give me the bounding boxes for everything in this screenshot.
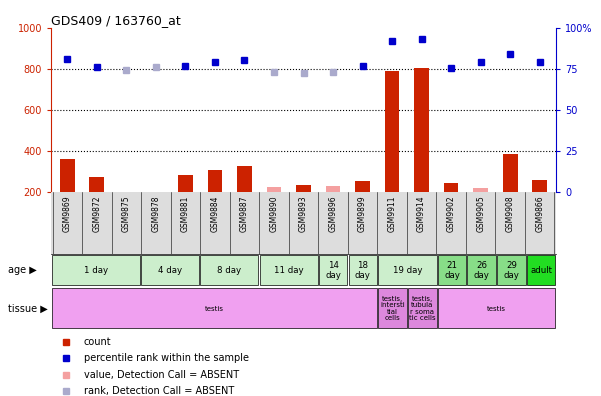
Bar [503,154,517,192]
Bar [207,170,222,192]
Text: 26
day: 26 day [474,261,490,280]
Bar [326,186,340,192]
Text: count: count [84,337,112,346]
Text: GSM9866: GSM9866 [535,195,544,232]
Text: GSM9902: GSM9902 [447,195,456,232]
Text: GDS409 / 163760_at: GDS409 / 163760_at [51,13,181,27]
Bar [385,71,400,192]
Bar [414,68,429,192]
Text: GSM9890: GSM9890 [269,195,278,232]
Bar [355,181,370,192]
Bar [532,180,547,192]
Text: rank, Detection Call = ABSENT: rank, Detection Call = ABSENT [84,386,234,396]
Bar [408,288,436,328]
Text: GSM9893: GSM9893 [299,195,308,232]
Bar [267,187,281,192]
Bar [296,185,311,192]
Bar [379,288,407,328]
Text: GSM9896: GSM9896 [329,195,338,232]
Text: tissue ▶: tissue ▶ [8,304,48,314]
Bar [237,166,252,192]
Bar [200,255,258,285]
Bar [444,183,459,192]
Bar [52,255,139,285]
Text: testis,
tubula
r soma
tic cells: testis, tubula r soma tic cells [409,296,436,322]
Bar [527,255,555,285]
Text: value, Detection Call = ABSENT: value, Detection Call = ABSENT [84,370,239,380]
Text: adult: adult [530,266,552,275]
Bar [178,175,193,192]
Bar [473,188,488,192]
Bar [148,192,163,193]
Bar [119,192,134,193]
Bar [260,255,318,285]
Text: 8 day: 8 day [217,266,242,275]
Text: GSM9914: GSM9914 [417,195,426,232]
Text: 19 day: 19 day [392,266,422,275]
Text: GSM9872: GSM9872 [93,195,102,232]
Text: GSM9869: GSM9869 [63,195,72,232]
Text: GSM9878: GSM9878 [151,195,160,232]
Text: GSM9887: GSM9887 [240,195,249,232]
Text: GSM9899: GSM9899 [358,195,367,232]
Bar [319,255,347,285]
Bar [60,160,75,192]
Text: 1 day: 1 day [84,266,108,275]
Text: age ▶: age ▶ [8,265,37,275]
Text: 29
day: 29 day [504,261,519,280]
Bar [379,255,436,285]
Text: 11 day: 11 day [274,266,304,275]
Text: testis,
intersti
tial
cells: testis, intersti tial cells [380,296,405,322]
Bar [468,255,496,285]
Text: 4 day: 4 day [158,266,182,275]
Bar [497,255,526,285]
Text: 14
day: 14 day [325,261,341,280]
Text: GSM9911: GSM9911 [388,195,397,232]
Bar [438,255,466,285]
Bar [141,255,199,285]
Text: GSM9881: GSM9881 [181,195,190,232]
Text: testis: testis [205,306,224,312]
Text: GSM9905: GSM9905 [476,195,485,232]
Text: percentile rank within the sample: percentile rank within the sample [84,353,249,363]
Text: GSM9908: GSM9908 [505,195,514,232]
Bar [90,177,104,192]
Bar [438,288,555,328]
Text: 21
day: 21 day [444,261,460,280]
Text: testis: testis [487,306,506,312]
Text: 18
day: 18 day [355,261,371,280]
Text: GSM9884: GSM9884 [210,195,219,232]
Bar [52,288,377,328]
Bar [349,255,377,285]
Text: GSM9875: GSM9875 [122,195,131,232]
